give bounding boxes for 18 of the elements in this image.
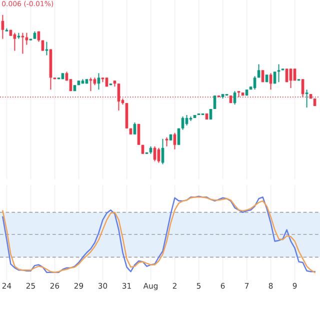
candlestick	[289, 68, 292, 89]
candlestick	[137, 123, 140, 146]
candlestick	[25, 32, 28, 46]
candlestick	[97, 72, 100, 90]
candlestick	[161, 138, 164, 165]
candlestick	[233, 90, 236, 106]
candlestick	[269, 72, 272, 90]
candlestick	[153, 146, 156, 162]
candlestick	[209, 108, 212, 120]
candlestick	[157, 147, 160, 164]
candlestick	[177, 128, 180, 146]
candlestick	[133, 122, 136, 135]
candlestick	[253, 76, 256, 90]
candlestick	[185, 114, 188, 126]
candlestick	[173, 132, 176, 150]
candlestick	[1, 14, 4, 40]
candlestick	[13, 32, 16, 52]
candlestick	[181, 116, 184, 130]
